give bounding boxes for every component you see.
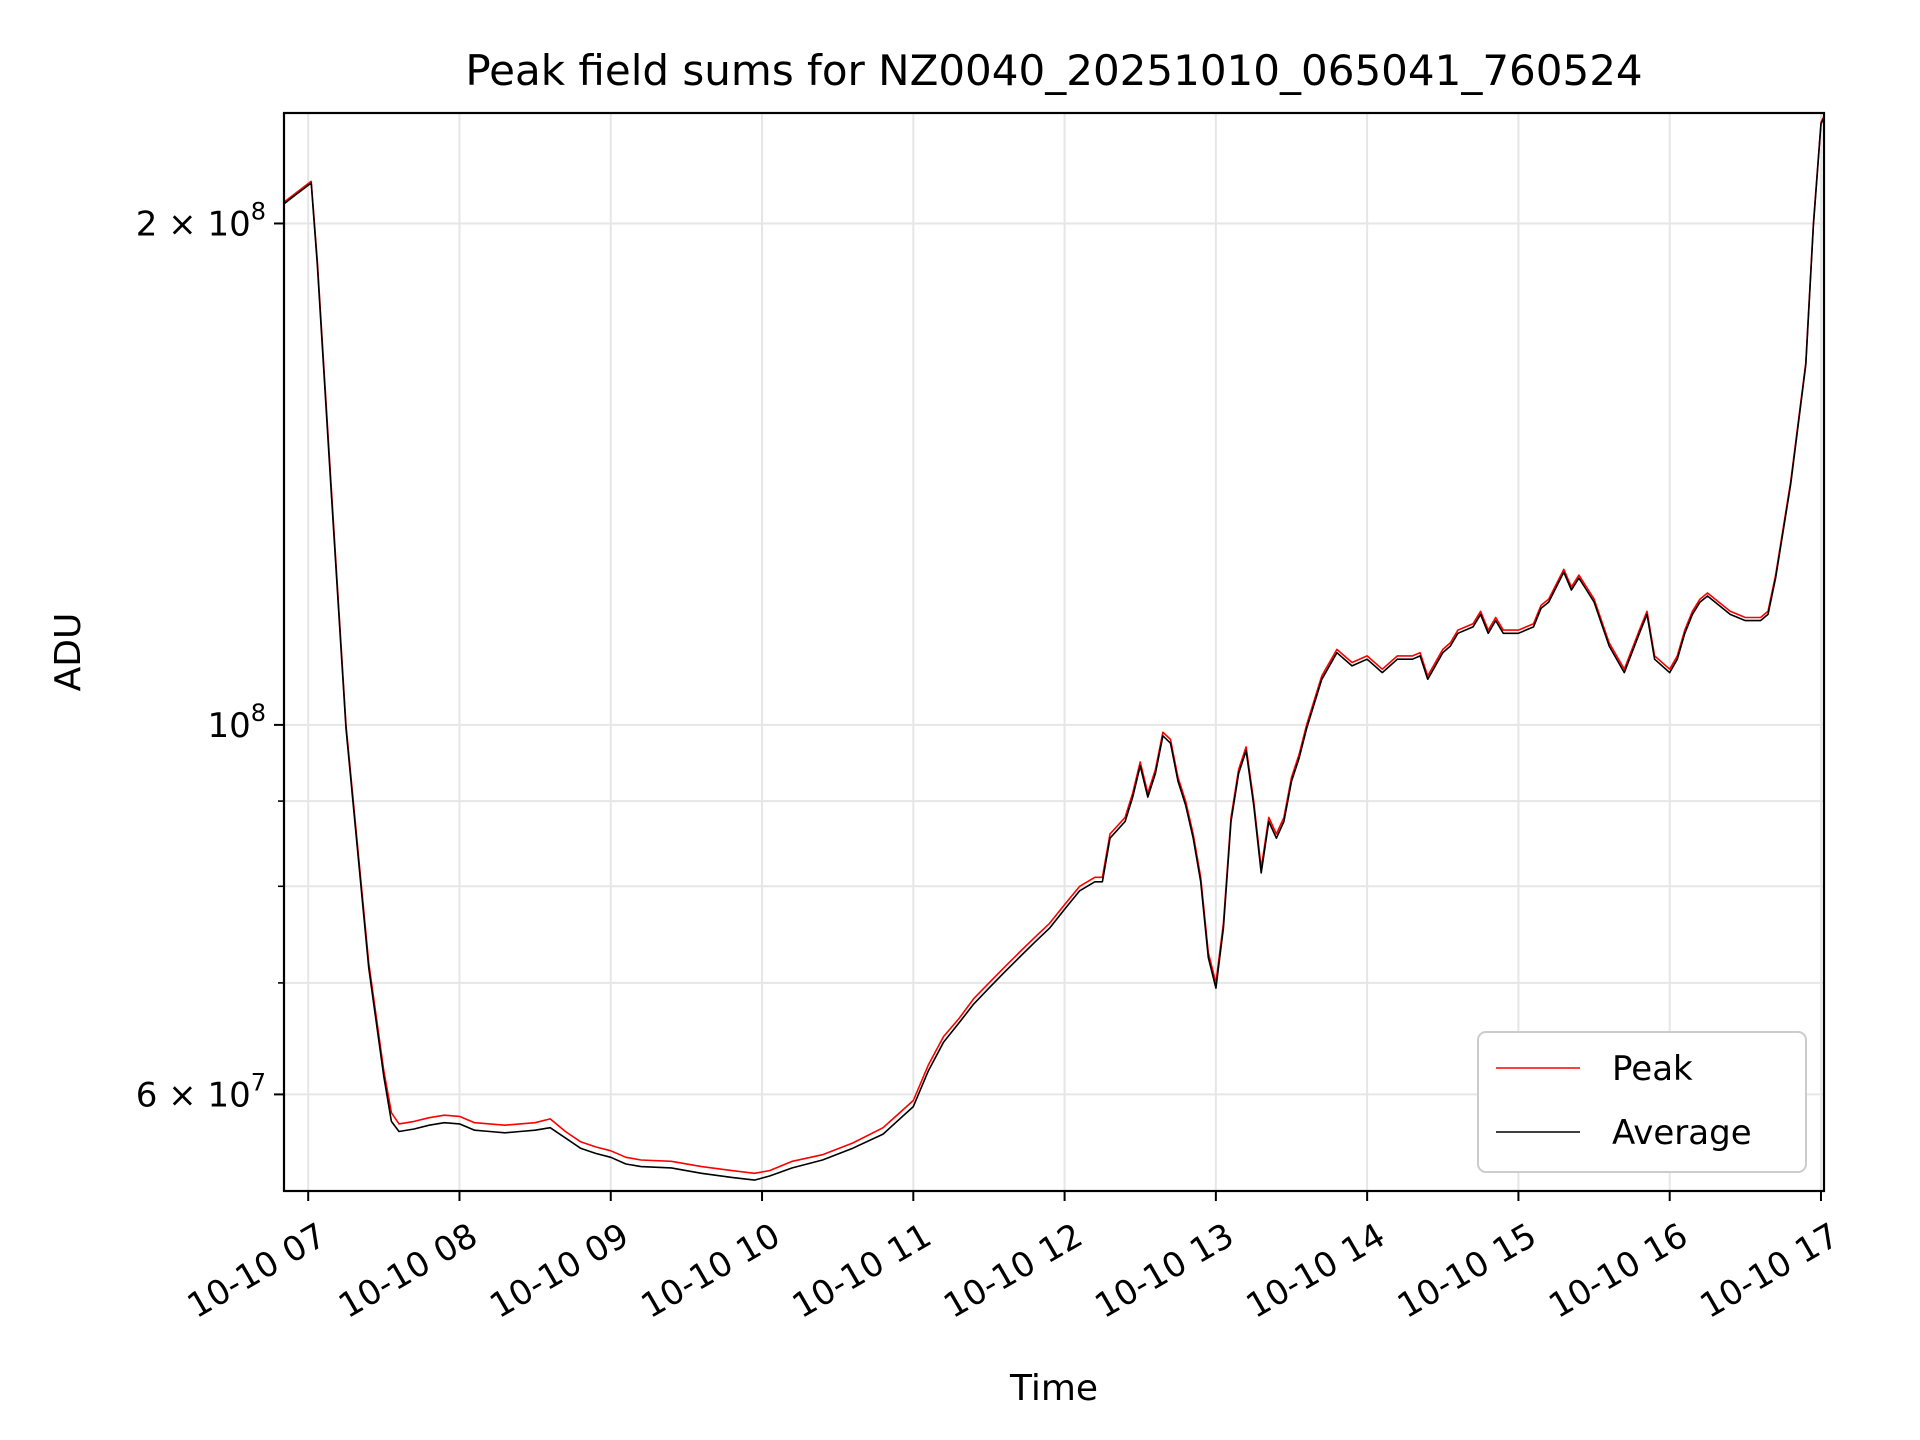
x-axis-label: Time [1009,1368,1098,1409]
y-tick-label: 2 × 108 [136,197,266,244]
legend-frame [1477,1031,1807,1173]
legend-label-peak: Peak [1612,1049,1693,1089]
legend-label-average: Average [1612,1113,1752,1153]
y-tick-label: 6 × 107 [136,1068,266,1115]
y-tick-label: 108 [207,699,266,746]
y-axis-ticks: 6 × 107 108 2 × 108 [136,197,284,1115]
grid-lines [284,113,1824,1191]
plot-frame [282,111,1826,1193]
chart-title: Peak field sums for NZ0040_20251010_0650… [465,46,1642,95]
y-axis-label: ADU [48,613,89,692]
legend: Peak Average [1477,1031,1807,1173]
series-line-average [283,117,1825,1181]
series-layer [283,115,1825,1181]
